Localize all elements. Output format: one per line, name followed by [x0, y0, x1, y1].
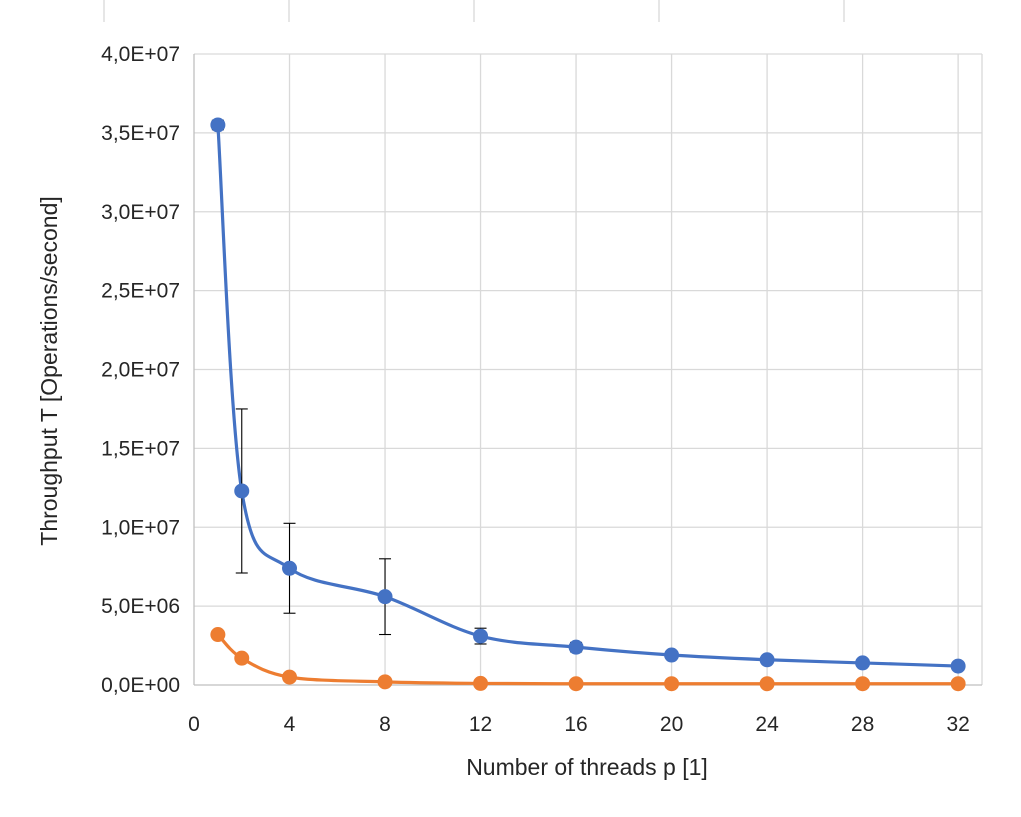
data-point: [282, 560, 298, 576]
y-tick-label: 5,0E+06: [101, 595, 180, 618]
data-point: [473, 628, 489, 644]
top-edge-ticks: [103, 0, 845, 22]
data-point: [950, 658, 966, 674]
data-point: [759, 676, 775, 692]
data-point: [759, 652, 775, 668]
data-point: [855, 655, 871, 671]
x-tick-label: 12: [469, 713, 492, 736]
x-axis-title: Number of threads p [1]: [466, 754, 708, 780]
y-axis-title: Throughput T [Operations/second]: [36, 196, 62, 545]
y-tick-label: 1,5E+07: [101, 437, 180, 460]
x-tick-label: 24: [755, 713, 779, 736]
x-tick-label: 28: [851, 713, 874, 736]
y-tick-label: 0,0E+00: [101, 674, 180, 697]
data-point: [377, 674, 393, 690]
x-tick-label: 32: [946, 713, 969, 736]
series-layer: [210, 117, 966, 692]
data-point: [377, 589, 393, 605]
data-point: [210, 117, 226, 133]
data-point: [568, 639, 584, 655]
y-tick-label: 2,0E+07: [101, 359, 180, 382]
y-tick-label: 1,0E+07: [101, 516, 180, 539]
x-tick-label: 20: [660, 713, 683, 736]
series-1: [210, 117, 966, 674]
series-line: [216, 632, 960, 686]
data-point: [234, 650, 250, 666]
data-point: [473, 675, 489, 691]
data-point: [855, 676, 871, 692]
gridlines: [194, 53, 983, 685]
data-point: [664, 647, 680, 663]
x-tick-label: 4: [284, 713, 296, 736]
data-point: [210, 627, 226, 643]
x-tick-label: 16: [564, 713, 587, 736]
data-point: [950, 676, 966, 692]
tick-labels: 0,0E+00 5,0E+06 1,0E+07 1,5E+07 2,0E+07 2,5E+…: [101, 43, 970, 736]
x-tick-label: 8: [379, 713, 391, 736]
y-tick-label: 3,0E+07: [101, 201, 180, 224]
y-tick-label: 4,0E+07: [101, 43, 180, 66]
data-point: [234, 483, 250, 499]
data-point: [568, 676, 584, 692]
series-line: [216, 123, 960, 668]
data-point: [664, 676, 680, 692]
series-2: [210, 627, 966, 692]
data-point: [282, 669, 298, 685]
x-tick-label: 0: [188, 713, 200, 736]
y-tick-label: 3,5E+07: [101, 122, 180, 145]
y-tick-label: 2,5E+07: [101, 280, 180, 303]
